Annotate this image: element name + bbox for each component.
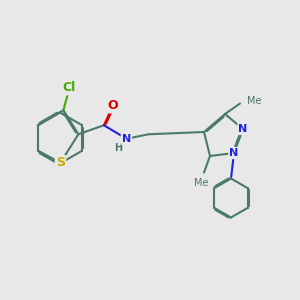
Text: Cl: Cl	[63, 81, 76, 94]
Text: S: S	[56, 156, 65, 169]
Text: Me: Me	[247, 95, 261, 106]
Text: N: N	[238, 124, 247, 134]
Text: H: H	[114, 143, 122, 153]
Text: Me: Me	[194, 178, 208, 188]
Text: N: N	[230, 148, 238, 158]
Text: N: N	[122, 134, 131, 144]
Text: O: O	[108, 99, 118, 112]
